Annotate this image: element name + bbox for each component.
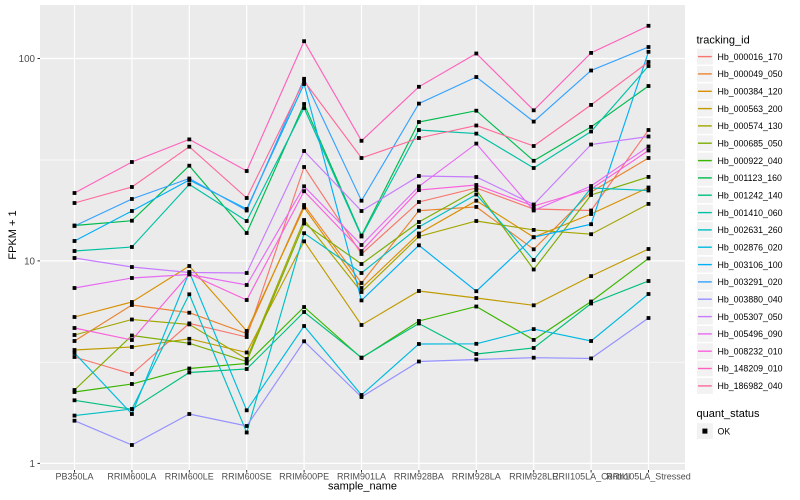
svg-text:Hb_001410_060: Hb_001410_060 bbox=[718, 208, 783, 218]
svg-text:tracking_id: tracking_id bbox=[697, 35, 750, 47]
svg-text:Hb_000016_170: Hb_000016_170 bbox=[718, 52, 783, 62]
svg-text:Hb_001123_160: Hb_001123_160 bbox=[718, 173, 783, 183]
svg-text:OK: OK bbox=[718, 426, 731, 436]
svg-text:RRIM901LA: RRIM901LA bbox=[337, 472, 386, 482]
svg-text:Hb_000384_120: Hb_000384_120 bbox=[718, 87, 783, 97]
svg-text:RRII105LA_Control: RRII105LA_Control bbox=[552, 472, 630, 482]
svg-text:FPKM + 1: FPKM + 1 bbox=[7, 210, 19, 259]
svg-text:RRIM928BA: RRIM928BA bbox=[394, 472, 444, 482]
svg-text:Hb_000563_200: Hb_000563_200 bbox=[718, 104, 783, 114]
svg-text:PB350LA: PB350LA bbox=[55, 472, 93, 482]
svg-text:RRIM600LE: RRIM600LE bbox=[165, 472, 214, 482]
svg-text:10: 10 bbox=[24, 256, 35, 267]
svg-text:Hb_008232_010: Hb_008232_010 bbox=[718, 346, 783, 356]
svg-text:1: 1 bbox=[30, 459, 35, 470]
svg-text:RRIM600PE: RRIM600PE bbox=[279, 472, 329, 482]
svg-text:RRIM600SE: RRIM600SE bbox=[222, 472, 272, 482]
svg-text:sample_name: sample_name bbox=[328, 481, 397, 493]
svg-text:Hb_148209_010: Hb_148209_010 bbox=[718, 364, 783, 374]
svg-text:RRIM600LA: RRIM600LA bbox=[107, 472, 156, 482]
svg-text:Hb_003106_100: Hb_003106_100 bbox=[718, 260, 783, 270]
svg-text:Hb_000574_130: Hb_000574_130 bbox=[718, 121, 783, 131]
svg-text:Hb_000922_040: Hb_000922_040 bbox=[718, 156, 783, 166]
svg-text:Hb_002631_260: Hb_002631_260 bbox=[718, 225, 783, 235]
svg-text:quant_status: quant_status bbox=[697, 408, 760, 420]
svg-text:RRII105LA_Stressed: RRII105LA_Stressed bbox=[606, 472, 691, 482]
svg-text:Hb_002876_020: Hb_002876_020 bbox=[718, 242, 783, 252]
svg-text:RRIM928LA: RRIM928LA bbox=[452, 472, 501, 482]
svg-text:100: 100 bbox=[19, 54, 36, 65]
svg-text:Hb_000049_050: Hb_000049_050 bbox=[718, 69, 783, 79]
svg-text:Hb_000685_050: Hb_000685_050 bbox=[718, 138, 783, 148]
svg-text:RRIM928LE: RRIM928LE bbox=[509, 472, 558, 482]
svg-text:Hb_001242_140: Hb_001242_140 bbox=[718, 190, 783, 200]
svg-text:Hb_005496_090: Hb_005496_090 bbox=[718, 329, 783, 339]
svg-text:Hb_003880_040: Hb_003880_040 bbox=[718, 294, 783, 304]
svg-text:Hb_003291_020: Hb_003291_020 bbox=[718, 277, 783, 287]
svg-text:Hb_186982_040: Hb_186982_040 bbox=[718, 381, 783, 391]
svg-text:Hb_005307_050: Hb_005307_050 bbox=[718, 312, 783, 322]
